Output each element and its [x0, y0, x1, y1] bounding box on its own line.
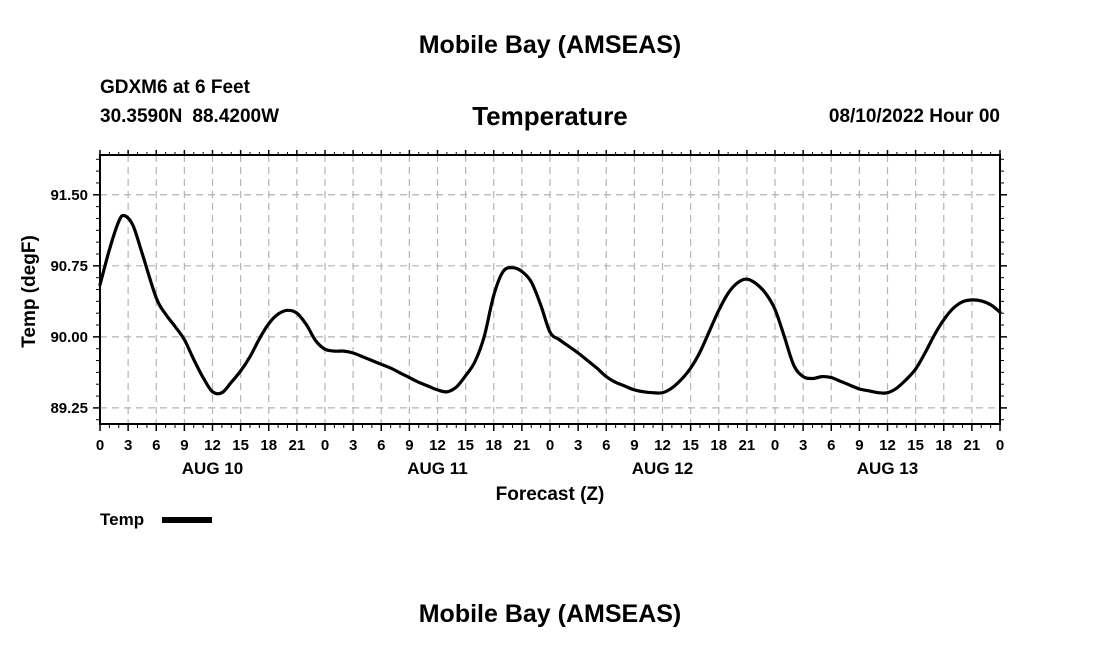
- x-tick-label: 21: [289, 437, 306, 454]
- x-tick-label: 3: [124, 437, 132, 454]
- x-tick-label: 6: [377, 437, 385, 454]
- x-tick-label: 12: [654, 437, 671, 454]
- x-tick-label: 0: [546, 437, 554, 454]
- footer-title: Mobile Bay (AMSEAS): [418, 600, 682, 628]
- series-line-temp: [98, 213, 1002, 396]
- x-tick-label: 9: [855, 437, 863, 454]
- run-time-label: 08/10/2022 Hour 00: [828, 106, 1000, 127]
- legend-label-temp: Temp: [100, 510, 144, 529]
- axis-labels: 0 3 6 9 12 15 18 21 0 3 6 9 12 15 18 21 0 3 6 9 12 15 18 21 0 3 6 9…: [19, 187, 1004, 505]
- x-day-label: AUG 12: [632, 459, 693, 478]
- x-tick-label: 6: [602, 437, 610, 454]
- x-tick-label: 0: [771, 437, 779, 454]
- x-tick-label: 0: [96, 437, 104, 454]
- x-tick-label: 0: [996, 437, 1004, 454]
- main-title: Mobile Bay (AMSEAS): [418, 31, 682, 59]
- x-tick-label: 9: [405, 437, 413, 454]
- latitude-label: 30.3590N: [100, 106, 183, 127]
- x-tick-label: 15: [682, 437, 699, 454]
- station-label: GDXM6 at 6 Feet: [100, 77, 250, 98]
- x-tick-label: 18: [710, 437, 727, 454]
- x-tick-label: 21: [739, 437, 756, 454]
- x-tick-label: 15: [232, 437, 249, 454]
- station-coordinates: 30.3590N 88.4200W: [100, 106, 279, 128]
- x-tick-label: 18: [935, 437, 952, 454]
- x-tick-label: 9: [180, 437, 188, 454]
- x-day-label: AUG 13: [857, 459, 918, 478]
- x-tick-label: 12: [879, 437, 896, 454]
- x-tick-label: 15: [907, 437, 924, 454]
- longitude-label: 88.4200W: [192, 106, 280, 127]
- x-tick-label: 6: [827, 437, 835, 454]
- x-tick-label: 3: [574, 437, 582, 454]
- y-tick-label: 91.50: [50, 187, 88, 204]
- x-tick-label: 3: [799, 437, 807, 454]
- y-tick-label: 89.25: [50, 400, 88, 417]
- x-tick-label: 12: [204, 437, 221, 454]
- x-tick-label: 18: [485, 437, 502, 454]
- y-tick-label: 90.00: [50, 329, 88, 346]
- legend: Temp: [100, 510, 212, 529]
- x-tick-label: 21: [964, 437, 981, 454]
- x-axis-title: Forecast (Z): [496, 484, 605, 505]
- x-day-label: AUG 10: [182, 459, 243, 478]
- chart-grid: [100, 155, 1000, 424]
- plot-frame: [99, 154, 1001, 425]
- x-tick-label: 0: [321, 437, 329, 454]
- x-tick-label: 21: [514, 437, 531, 454]
- x-day-label: AUG 11: [407, 459, 467, 478]
- x-tick-label: 9: [630, 437, 638, 454]
- x-tick-label: 15: [457, 437, 474, 454]
- y-tick-label: 90.75: [50, 258, 88, 275]
- x-tick-label: 6: [152, 437, 160, 454]
- x-tick-label: 18: [260, 437, 277, 454]
- legend-swatch-temp: [162, 517, 212, 523]
- x-tick-label: 12: [429, 437, 446, 454]
- y-axis-title: Temp (degF): [19, 235, 40, 348]
- chart-title: Temperature: [472, 101, 628, 131]
- x-tick-label: 3: [349, 437, 357, 454]
